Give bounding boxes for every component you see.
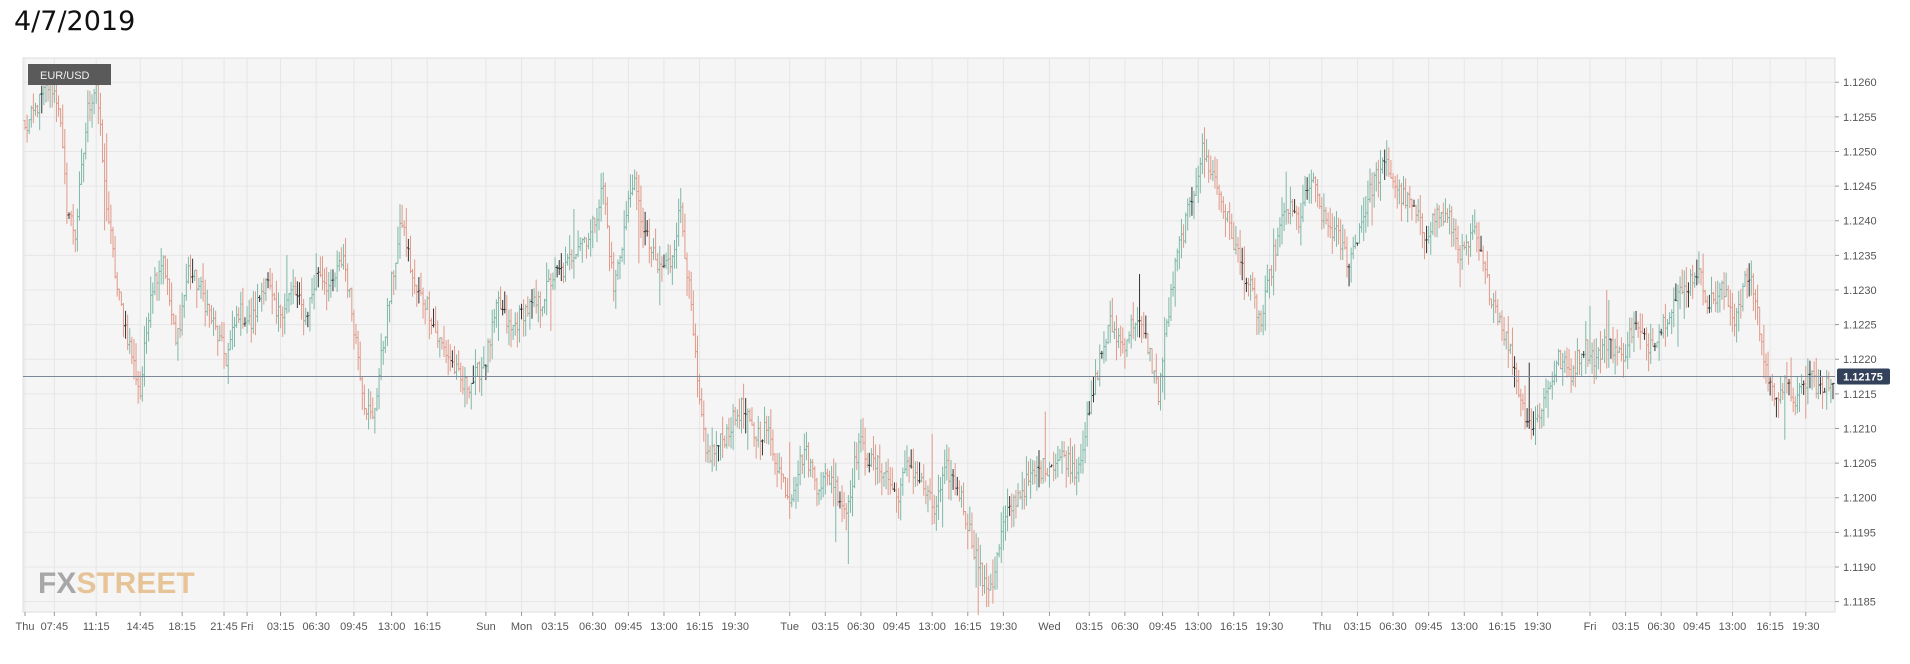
symbol-legend[interactable]: EUR/USD <box>28 64 111 85</box>
x-tick-label: 06:30 <box>1647 621 1675 633</box>
y-tick-label: 1.1255 <box>1843 112 1877 124</box>
x-tick-label: 18:15 <box>168 621 196 633</box>
x-tick-label: 09:45 <box>883 621 911 633</box>
x-tick-label: Wed <box>1038 621 1060 633</box>
y-tick-label: 1.1235 <box>1843 250 1877 262</box>
x-tick-label: 19:30 <box>990 621 1018 633</box>
x-tick-label: 09:45 <box>1149 621 1177 633</box>
ohlc-bars <box>23 65 1835 616</box>
symbol-label: EUR/USD <box>40 70 90 82</box>
x-tick-label: 21:45 <box>210 621 238 633</box>
x-tick-label: Sun <box>476 621 496 633</box>
x-tick-label: Thu <box>16 621 35 633</box>
x-tick-label: 13:00 <box>650 621 678 633</box>
x-tick-label: 09:45 <box>1683 621 1711 633</box>
y-tick-label: 1.1215 <box>1843 389 1877 401</box>
current-price-tag: 1.12175 <box>1837 368 1890 385</box>
y-tick-label: 1.1205 <box>1843 458 1877 470</box>
x-tick-label: 19:30 <box>1256 621 1284 633</box>
x-tick-label: 16:15 <box>954 621 982 633</box>
x-tick-label: 13:00 <box>1719 621 1747 633</box>
y-tick-label: 1.1185 <box>1843 597 1876 609</box>
x-tick-label: 06:30 <box>847 621 875 633</box>
x-tick-label: 06:30 <box>579 621 607 633</box>
x-tick-label: Thu <box>1312 621 1331 633</box>
x-tick-label: 14:45 <box>126 621 154 633</box>
x-tick-label: 13:00 <box>918 621 946 633</box>
plot-area <box>22 57 1836 613</box>
x-tick-label: 09:45 <box>340 621 368 633</box>
x-tick-label: 09:45 <box>1415 621 1443 633</box>
x-tick-label: Fri <box>1584 621 1597 633</box>
x-tick-label: 13:00 <box>1451 621 1479 633</box>
x-tick-label: 07:45 <box>41 621 69 633</box>
y-tick-label: 1.1250 <box>1843 146 1877 158</box>
x-tick-label: Fri <box>241 621 254 633</box>
x-axis: Thu 07:45 11:15 14:45 18:15 21:45 Fri 03:15 06:3… <box>16 612 1820 633</box>
x-tick-label: 19:30 <box>721 621 749 633</box>
y-tick-label: 1.1220 <box>1843 354 1877 366</box>
x-tick-label: 03:15 <box>1344 621 1372 633</box>
y-tick-label: 1.1190 <box>1843 562 1876 574</box>
ohlc-bar <box>1831 382 1835 400</box>
y-axis: 1.1260 1.1255 1.1250 1.1245 1.1240 1.1235 1.12… <box>1835 77 1877 609</box>
x-tick-label: 03:15 <box>1076 621 1104 633</box>
x-tick-label: Mon <box>511 621 532 633</box>
x-tick-label: 13:00 <box>1184 621 1212 633</box>
x-tick-label: 03:15 <box>541 621 569 633</box>
x-tick-label: 03:15 <box>812 621 840 633</box>
current-price-label: 1.12175 <box>1843 372 1883 384</box>
y-tick-label: 1.1240 <box>1843 216 1877 228</box>
x-tick-label: 06:30 <box>302 621 330 633</box>
x-tick-label: 19:30 <box>1792 621 1820 633</box>
x-tick-label: 06:30 <box>1379 621 1407 633</box>
x-tick-label: 16:15 <box>413 621 441 633</box>
logo-street: STREET <box>76 567 194 600</box>
x-tick-label: 16:15 <box>686 621 714 633</box>
y-tick-label: 1.1195 <box>1843 527 1876 539</box>
y-tick-label: 1.1210 <box>1843 423 1877 435</box>
x-tick-label: 16:15 <box>1488 621 1516 633</box>
x-tick-label: 16:15 <box>1756 621 1784 633</box>
y-tick-label: 1.1200 <box>1843 493 1877 505</box>
x-tick-label: Tue <box>780 621 799 633</box>
x-tick-label: 09:45 <box>615 621 643 633</box>
logo-fx: FX <box>38 567 76 600</box>
y-tick-label: 1.1245 <box>1843 181 1877 193</box>
x-tick-label: 03:15 <box>267 621 295 633</box>
fxstreet-logo: FXSTREET <box>38 567 195 600</box>
x-tick-label: 19:30 <box>1524 621 1552 633</box>
y-tick-label: 1.1260 <box>1843 77 1877 89</box>
x-tick-label: 06:30 <box>1111 621 1139 633</box>
x-tick-label: 11:15 <box>83 621 110 633</box>
x-tick-label: 16:15 <box>1220 621 1248 633</box>
page-title: 4/7/2019 <box>14 6 136 37</box>
y-tick-label: 1.1230 <box>1843 285 1877 297</box>
x-tick-label: 13:00 <box>378 621 406 633</box>
x-tick-label: 03:15 <box>1612 621 1640 633</box>
y-tick-label: 1.1225 <box>1843 320 1877 332</box>
svg-text:FXSTREET: FXSTREET <box>38 567 195 600</box>
